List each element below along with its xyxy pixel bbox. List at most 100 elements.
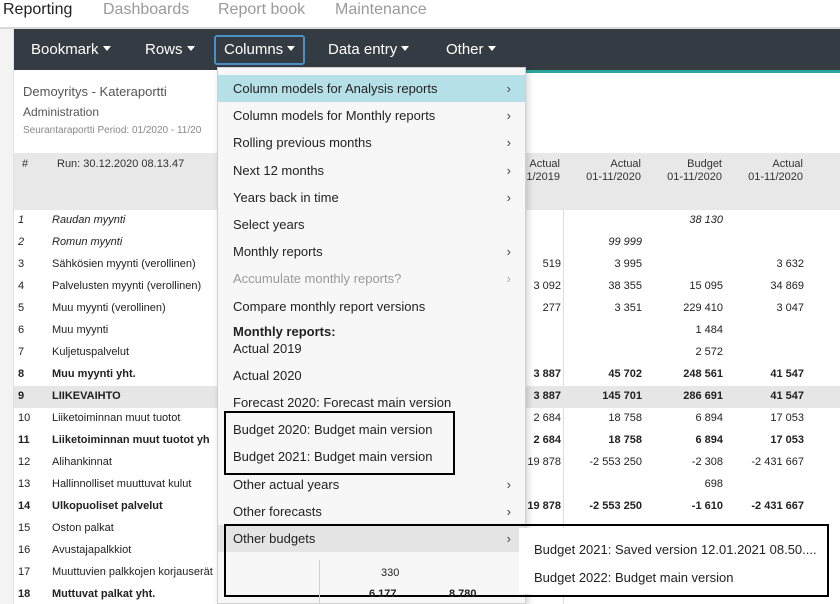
- cell-value: 248 561: [683, 368, 723, 380]
- caret-down-icon: [186, 45, 195, 51]
- menu-item-budget-2021-budget-main-version[interactable]: Budget 2021: Budget main version: [218, 443, 525, 470]
- row-label: Muttuvat palkat yht.: [52, 588, 156, 600]
- top-tab-bar: Reporting Dashboards Report book Mainten…: [0, 0, 840, 27]
- column-header: Budget 01-11/2020: [652, 158, 722, 184]
- nav-other[interactable]: Other: [446, 29, 496, 70]
- table-row[interactable]: 15 Oston palkat: [14, 518, 840, 540]
- cell-value: -1 610: [691, 500, 723, 512]
- row-number: 9: [18, 390, 25, 402]
- cell-value: -2 553 250: [589, 500, 642, 512]
- chevron-right-icon: ›: [506, 271, 511, 286]
- menu-item-actual-2020[interactable]: Actual 2020: [218, 362, 525, 389]
- menu-item-rolling-previous-months[interactable]: Rolling previous months ›: [218, 129, 525, 156]
- row-label: Sähkösien myynti (verollinen): [52, 258, 196, 270]
- menu-item-compare-monthly-report-versions[interactable]: Compare monthly report versions: [218, 293, 525, 320]
- cell-value: 6 177: [369, 588, 397, 600]
- cell-value: 45 702: [608, 368, 642, 380]
- menu-item-label: Column models for Monthly reports: [233, 108, 436, 123]
- row-label: Kuljetuspalvelut: [52, 346, 130, 358]
- menu-item-other-forecasts[interactable]: Other forecasts ›: [218, 498, 525, 525]
- table-row[interactable]: 7 Kuljetuspalvelut 2 572: [14, 342, 840, 364]
- table-row[interactable]: 5 Muu myynti (verollinen) 277 3 351 229 410 3…: [14, 298, 840, 320]
- left-gutter: [0, 29, 14, 604]
- cell-value: 2 684: [533, 412, 561, 424]
- column-header-type: Budget: [687, 158, 722, 170]
- nav-data-entry-label: Data entry: [328, 41, 398, 58]
- table-row[interactable]: 16 Avustajapalkkiot: [14, 540, 840, 562]
- submenu-item-budget-2021-saved[interactable]: Budget 2021: Saved version 12.01.2021 08…: [534, 542, 817, 557]
- menu-item-actual-2019[interactable]: Actual 2019: [218, 335, 525, 362]
- cell-value: 18 758: [608, 412, 642, 424]
- cell-value: 1 484: [695, 324, 723, 336]
- menu-item-budget-2020-budget-main-version[interactable]: Budget 2020: Budget main version: [218, 416, 525, 443]
- tab-reporting[interactable]: Reporting: [3, 1, 73, 18]
- row-number: 11: [18, 434, 30, 446]
- nav-columns[interactable]: Columns: [214, 35, 306, 65]
- cell-value: 519: [542, 258, 561, 270]
- menu-item-label: Budget 2021: Budget main version: [233, 449, 433, 464]
- menu-item-select-years[interactable]: Select years: [218, 211, 525, 238]
- row-label: Liiketoiminnan muut tuotot: [52, 412, 181, 424]
- row-number: 17: [18, 566, 31, 578]
- menu-item-label: Rolling previous months: [233, 135, 372, 150]
- table-row[interactable]: 8 Muu myynti yht. 3 887 45 702 248 561 41 547: [14, 364, 840, 386]
- submenu-item-budget-2022[interactable]: Budget 2022: Budget main version: [534, 570, 734, 585]
- table-row[interactable]: 13 Hallinnolliset muuttuvat kulut 698: [14, 474, 840, 496]
- table-row[interactable]: 3 Sähkösien myynti (verollinen) 519 3 995 3 …: [14, 254, 840, 276]
- cell-value: 8 780: [449, 588, 477, 600]
- nav-bookmark[interactable]: Bookmark: [31, 29, 111, 70]
- row-number: 7: [18, 346, 25, 358]
- menu-item-next-12-months[interactable]: Next 12 months ›: [218, 157, 525, 184]
- menu-item-years-back-in-time[interactable]: Years back in time ›: [218, 184, 525, 211]
- cell-value: 18 758: [608, 434, 642, 446]
- menu-item-forecast-2020-forecast-main-version[interactable]: Forecast 2020: Forecast main version: [218, 389, 525, 416]
- row-number: 1: [18, 214, 25, 226]
- nav-other-label: Other: [446, 41, 484, 58]
- tab-maintenance[interactable]: Maintenance: [335, 1, 427, 18]
- row-label: Palvelusten myynti (verollinen): [52, 280, 202, 292]
- menu-item-other-actual-years[interactable]: Other actual years ›: [218, 471, 525, 498]
- report-subtitle: Administration: [23, 105, 100, 119]
- table-row[interactable]: 18 Muttuvat palkat yht.: [14, 584, 840, 604]
- cell-value: 34 869: [770, 280, 804, 292]
- tab-dashboards[interactable]: Dashboards: [103, 1, 190, 18]
- cell-value: 277: [542, 302, 561, 314]
- table-row[interactable]: 12 Alihankinnat 19 878 -2 553 250 -2 308 -2 4…: [14, 452, 840, 474]
- menu-item-label: Column models for Analysis reports: [233, 81, 438, 96]
- column-divider: [319, 560, 320, 604]
- cell-value: 6 894: [695, 434, 723, 446]
- cell-value: 330: [381, 567, 400, 579]
- nav-data-entry[interactable]: Data entry: [328, 29, 410, 70]
- table-row[interactable]: 10 Liiketoiminnan muut tuotot 2 684 18 758 6…: [14, 408, 840, 430]
- cell-value: 38 355: [608, 280, 642, 292]
- nav-rows[interactable]: Rows: [145, 29, 195, 70]
- menu-item-column-models-for-monthly-reports[interactable]: Column models for Monthly reports ›: [218, 102, 525, 129]
- row-label: Romun myynti: [52, 236, 123, 248]
- cell-value: 3 887: [533, 368, 561, 380]
- menu-item-label: Monthly reports: [233, 244, 323, 259]
- column-header: Actual 01-11/2020: [570, 158, 641, 184]
- table-row[interactable]: 4 Palvelusten myynti (verollinen) 3 092 38 …: [14, 276, 840, 298]
- table-row[interactable]: 2 Romun myynti 99 999: [14, 232, 840, 254]
- menu-item-column-models-for-analysis-reports[interactable]: Column models for Analysis reports ›: [218, 75, 525, 102]
- cell-value: 145 701: [602, 390, 642, 402]
- menu-item-label: Other budgets: [233, 531, 316, 546]
- menu-item-accumulate-monthly-reports[interactable]: Accumulate monthly reports? ›: [218, 265, 525, 292]
- table-row[interactable]: 17 Muuttuvien palkkojen korjauserät: [14, 562, 840, 584]
- menu-item-other-budgets[interactable]: Other budgets ›: [218, 525, 525, 552]
- table-row[interactable]: 14 Ulkopuoliset palvelut 19 878 -2 553 250 -…: [14, 496, 840, 518]
- chevron-right-icon: ›: [506, 244, 511, 259]
- caret-down-icon: [102, 45, 111, 51]
- cell-value: 38 130: [689, 214, 723, 226]
- menu-item-monthly-reports[interactable]: Monthly reports ›: [218, 238, 525, 265]
- row-label: Alihankinnat: [52, 456, 112, 468]
- menu-item-label: Other forecasts: [233, 504, 322, 519]
- tab-report-book[interactable]: Report book: [218, 1, 306, 18]
- row-label: LIIKEVAIHTO: [52, 390, 121, 402]
- table-row[interactable]: 11 Liiketoiminnan muut tuotot yh 2 684 18 7…: [14, 430, 840, 452]
- row-label: Oston palkat: [52, 522, 114, 534]
- cell-value: 19 878: [527, 500, 561, 512]
- table-row[interactable]: 1 Raudan myynti 38 130: [14, 210, 840, 232]
- table-row[interactable]: 6 Muu myynti 1 484: [14, 320, 840, 342]
- row-label: Muu myynti (verollinen): [52, 302, 166, 314]
